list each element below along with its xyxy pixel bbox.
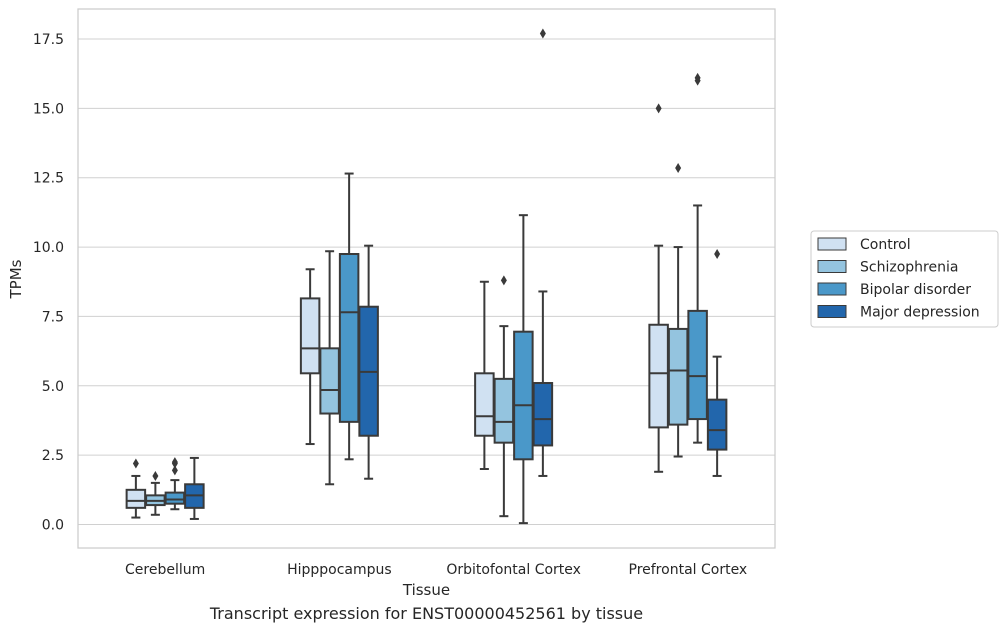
legend-swatch <box>817 237 847 251</box>
chart-caption: Transcript expression for ENST0000045256… <box>209 604 644 623</box>
outlier-marker <box>539 28 546 39</box>
box-iqr <box>164 491 186 505</box>
y-tick-label: 15.0 <box>33 101 64 117</box>
box-group <box>474 280 495 471</box>
x-tick-label: Hipppocampus <box>287 562 392 578</box>
box-group <box>184 456 205 520</box>
x-tick-label: Cerebellum <box>125 562 205 578</box>
box-iqr <box>338 253 360 423</box>
box-iqr <box>667 327 689 426</box>
legend-swatch <box>817 260 847 273</box>
box-iqr <box>513 330 534 461</box>
x-tick-label: Prefrontal Cortex <box>629 562 748 578</box>
box-iqr <box>319 347 340 415</box>
box-group <box>493 275 515 518</box>
x-tick-labels: Cerebellum Hipppocampus Orbitofontal Corte… <box>125 562 747 578</box>
box-iqr <box>687 309 708 421</box>
legend-label: Schizophrenia <box>860 260 958 276</box>
outlier-marker <box>132 458 139 469</box>
y-tick-label: 0.0 <box>42 518 64 534</box>
box-group <box>125 458 147 519</box>
outlier-marker <box>675 163 682 174</box>
box-iqr <box>706 398 728 451</box>
box-group <box>687 72 708 444</box>
y-tick-label: 7.5 <box>42 309 64 325</box>
box-groups <box>125 28 728 525</box>
outlier-marker <box>694 72 701 83</box>
y-tick-label: 12.5 <box>33 171 64 187</box>
legend-frame <box>810 230 999 328</box>
box-group <box>513 214 534 525</box>
box-iqr <box>532 382 554 447</box>
x-tick-label: Orbitofontal Cortex <box>446 562 581 578</box>
legend: Control Schizophrenia Bipolar disorder Majo… <box>810 230 999 328</box>
box-group <box>299 268 321 446</box>
y-tick-label: 10.0 <box>33 240 64 256</box>
outlier-marker <box>152 470 159 481</box>
outlier-marker <box>171 465 178 476</box>
box-group <box>319 250 340 486</box>
y-tick-labels: 0.0 2.5 5.0 7.5 10.0 12.5 15.0 17.5 <box>33 32 64 534</box>
box-iqr <box>125 488 147 509</box>
box-iqr <box>648 323 669 429</box>
box-group <box>667 163 689 458</box>
box-group <box>706 249 728 477</box>
y-axis-label: TPMs <box>7 259 25 299</box>
legend-swatch <box>817 282 847 296</box>
box-group <box>532 28 554 477</box>
y-tick-label: 17.5 <box>33 32 64 48</box>
outlier-marker <box>500 275 507 286</box>
box-group <box>358 244 379 480</box>
box-iqr <box>299 297 321 375</box>
y-tick-label: 5.0 <box>42 379 64 395</box>
legend-label: Major depression <box>860 305 980 321</box>
x-axis-label: Tissue <box>402 581 450 599</box>
outlier-marker <box>171 457 178 468</box>
box-iqr <box>474 372 495 437</box>
legend-swatch <box>817 305 847 318</box>
outlier-marker <box>714 249 721 260</box>
plot-area <box>78 9 775 548</box>
outlier-marker <box>655 103 662 114</box>
box-iqr <box>493 377 515 444</box>
grid-lines <box>78 38 775 525</box>
plot-frame <box>77 8 776 549</box>
legend-label: Control <box>860 237 911 253</box>
y-tick-label: 2.5 <box>42 448 64 464</box>
legend-label: Bipolar disorder <box>860 282 971 298</box>
